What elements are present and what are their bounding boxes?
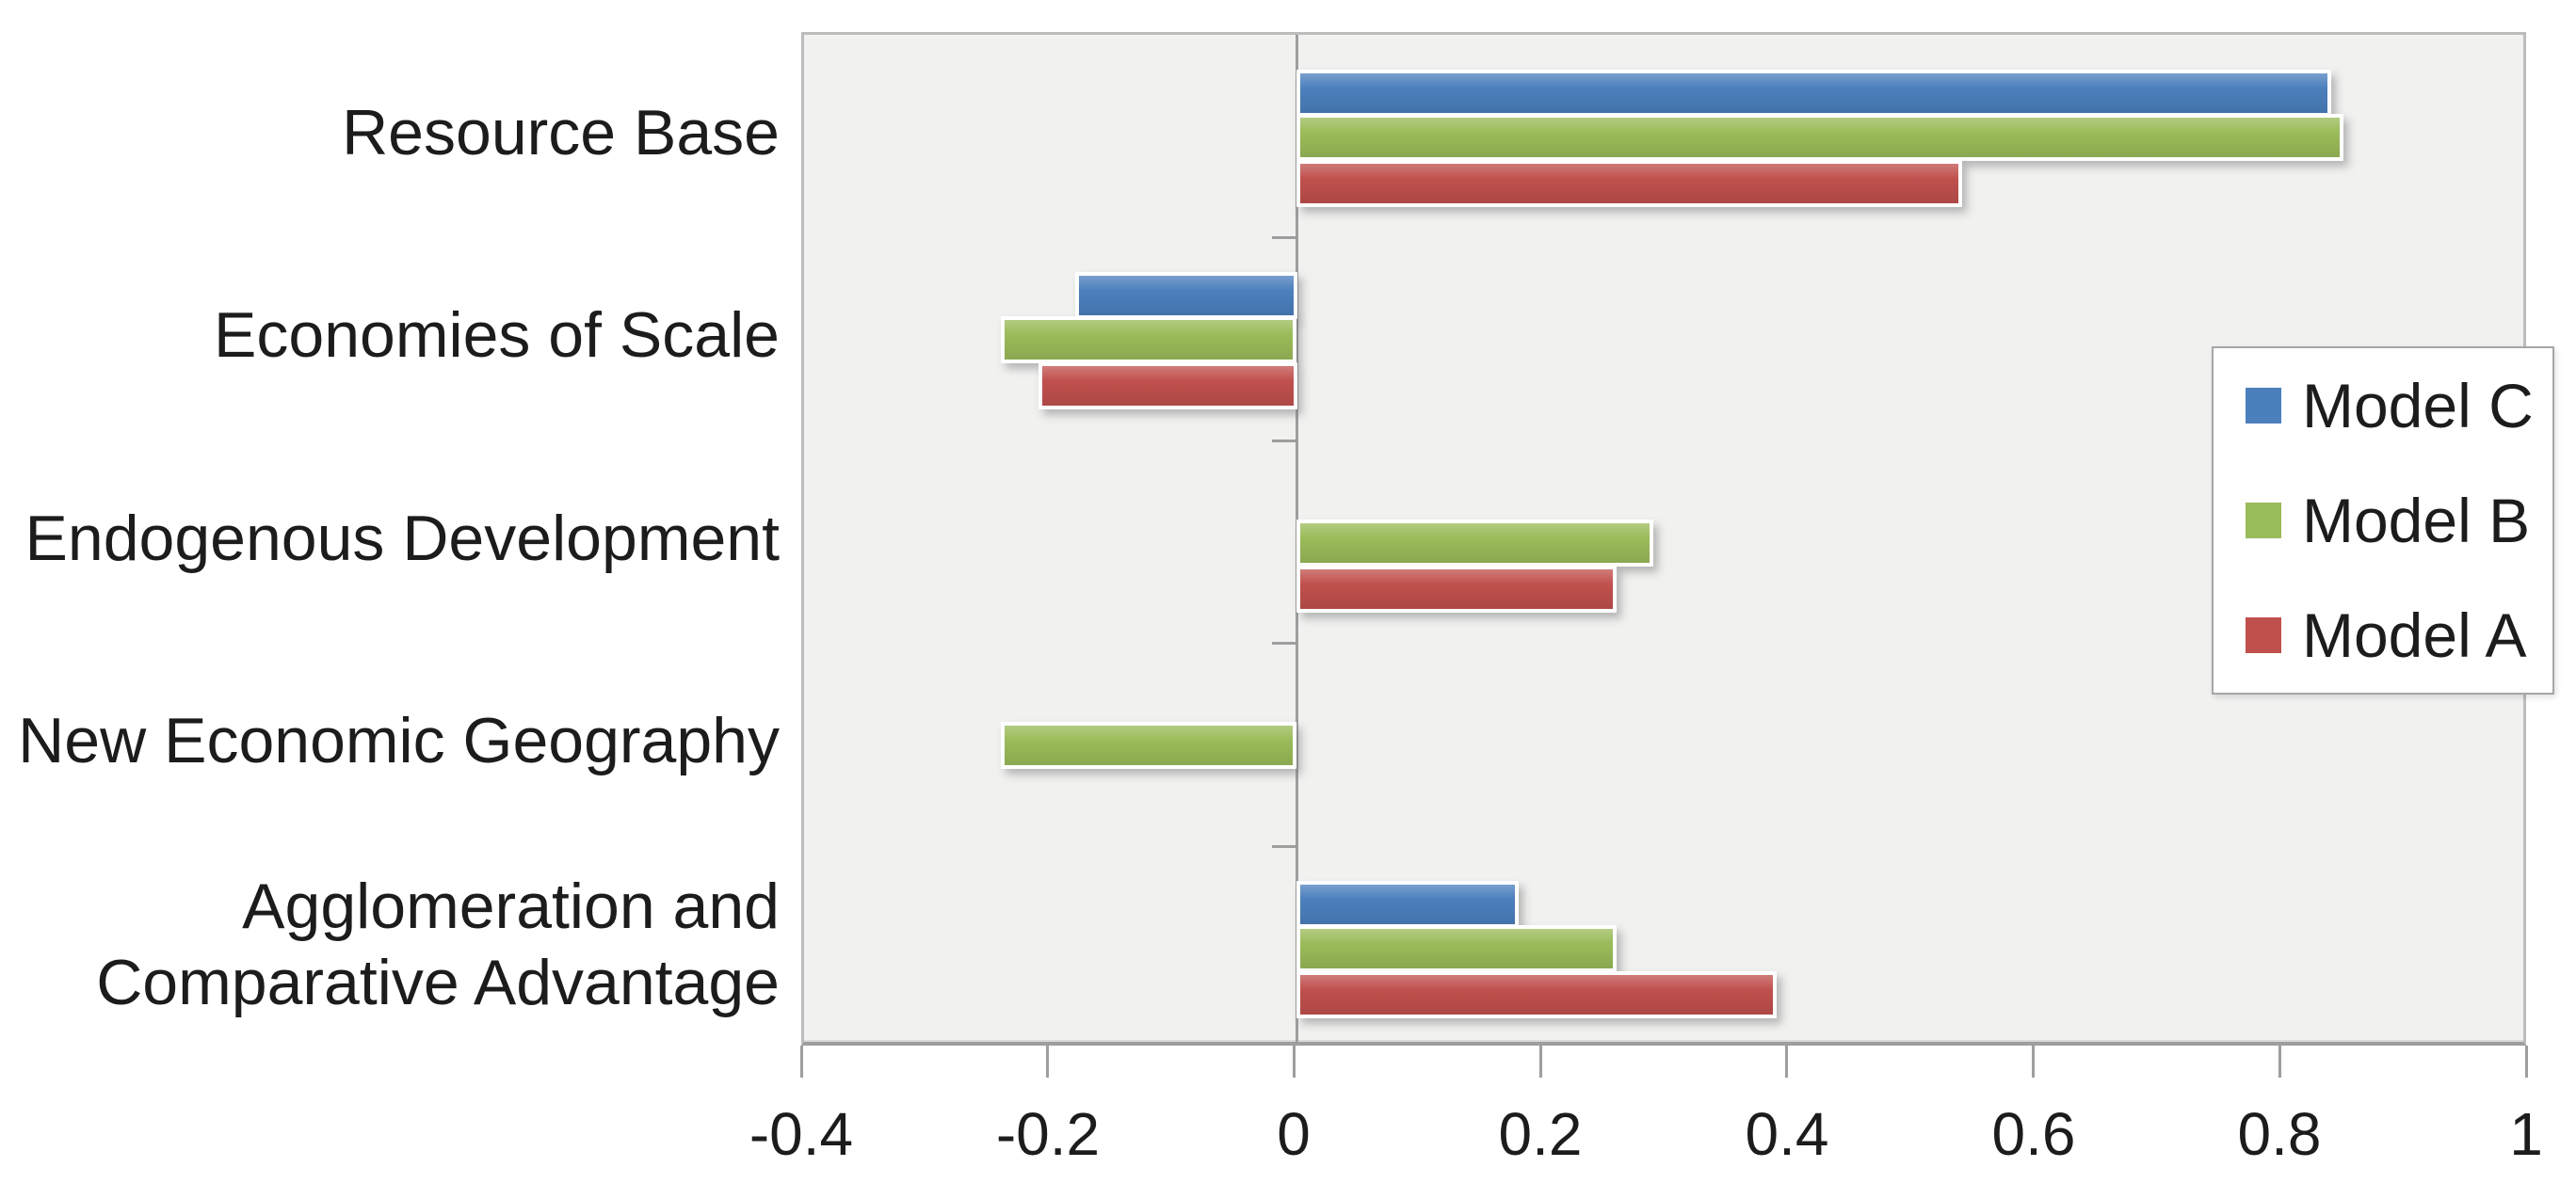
legend-item-model-c: Model C	[2214, 348, 2552, 463]
bar-model-c-resource-base	[1296, 70, 2331, 117]
bar-model-b-endogenous-development	[1296, 520, 1653, 567]
legend-item-model-a: Model A	[2214, 578, 2552, 693]
legend-swatch-model-b	[2246, 503, 2281, 538]
category-boundary-tick	[1272, 440, 1297, 442]
bar-model-a-resource-base	[1296, 160, 1962, 207]
legend-swatch-model-c	[2246, 388, 2281, 424]
x-tick-label-0-4: -0.4	[749, 1100, 854, 1168]
x-axis-tick	[2032, 1046, 2035, 1078]
x-axis-tick	[800, 1046, 803, 1078]
x-axis-tick	[1539, 1046, 1542, 1078]
x-axis-tick	[1293, 1046, 1296, 1078]
x-tick-label-0-2: -0.2	[995, 1100, 1101, 1168]
bar-model-b-new-economic-geography	[1001, 722, 1296, 769]
legend-swatch-model-a	[2246, 617, 2281, 653]
x-axis-tick	[1785, 1046, 1788, 1078]
bar-model-a-economies-of-scale	[1038, 362, 1297, 409]
legend-label-model-b: Model B	[2302, 486, 2531, 555]
bar-model-b-agglomeration-and-comparative-advantage	[1296, 925, 1617, 972]
legend-item-model-b: Model B	[2214, 463, 2552, 578]
legend-label-model-a: Model A	[2302, 600, 2527, 670]
x-tick-label-0: 0	[1277, 1100, 1311, 1168]
x-tick-label-0-2: 0.2	[1498, 1100, 1583, 1168]
legend-label-model-c: Model C	[2302, 371, 2534, 440]
x-axis-tick	[1046, 1046, 1049, 1078]
x-axis-tick	[2525, 1046, 2528, 1078]
category-boundary-tick	[1272, 845, 1297, 848]
x-tick-label-0-6: 0.6	[1991, 1100, 2076, 1168]
category-label-new-economic-geography: New Economic Geography	[18, 705, 780, 777]
bar-model-a-endogenous-development	[1296, 566, 1617, 613]
category-label-resource-base: Resource Base	[342, 97, 780, 169]
category-boundary-tick	[1272, 236, 1297, 239]
bar-model-b-resource-base	[1296, 114, 2343, 161]
x-tick-label-1: 1	[2509, 1100, 2543, 1168]
bar-model-b-economies-of-scale	[1001, 316, 1296, 363]
category-label-agglomeration-and-comparative-advantage: Agglomeration and Comparative Advantage	[96, 871, 780, 1018]
x-tick-label-0-8: 0.8	[2237, 1100, 2322, 1168]
category-boundary-tick	[1272, 642, 1297, 645]
x-tick-label-0-4: 0.4	[1745, 1100, 1829, 1168]
x-axis-tick	[2278, 1046, 2281, 1078]
category-label-economies-of-scale: Economies of Scale	[214, 299, 780, 372]
bar-model-c-agglomeration-and-comparative-advantage	[1296, 881, 1519, 928]
category-label-endogenous-development: Endogenous Development	[24, 503, 780, 575]
bar-model-c-economies-of-scale	[1075, 272, 1297, 319]
legend: Model C Model B Model A	[2212, 346, 2554, 695]
bar-model-a-agglomeration-and-comparative-advantage	[1296, 971, 1777, 1018]
